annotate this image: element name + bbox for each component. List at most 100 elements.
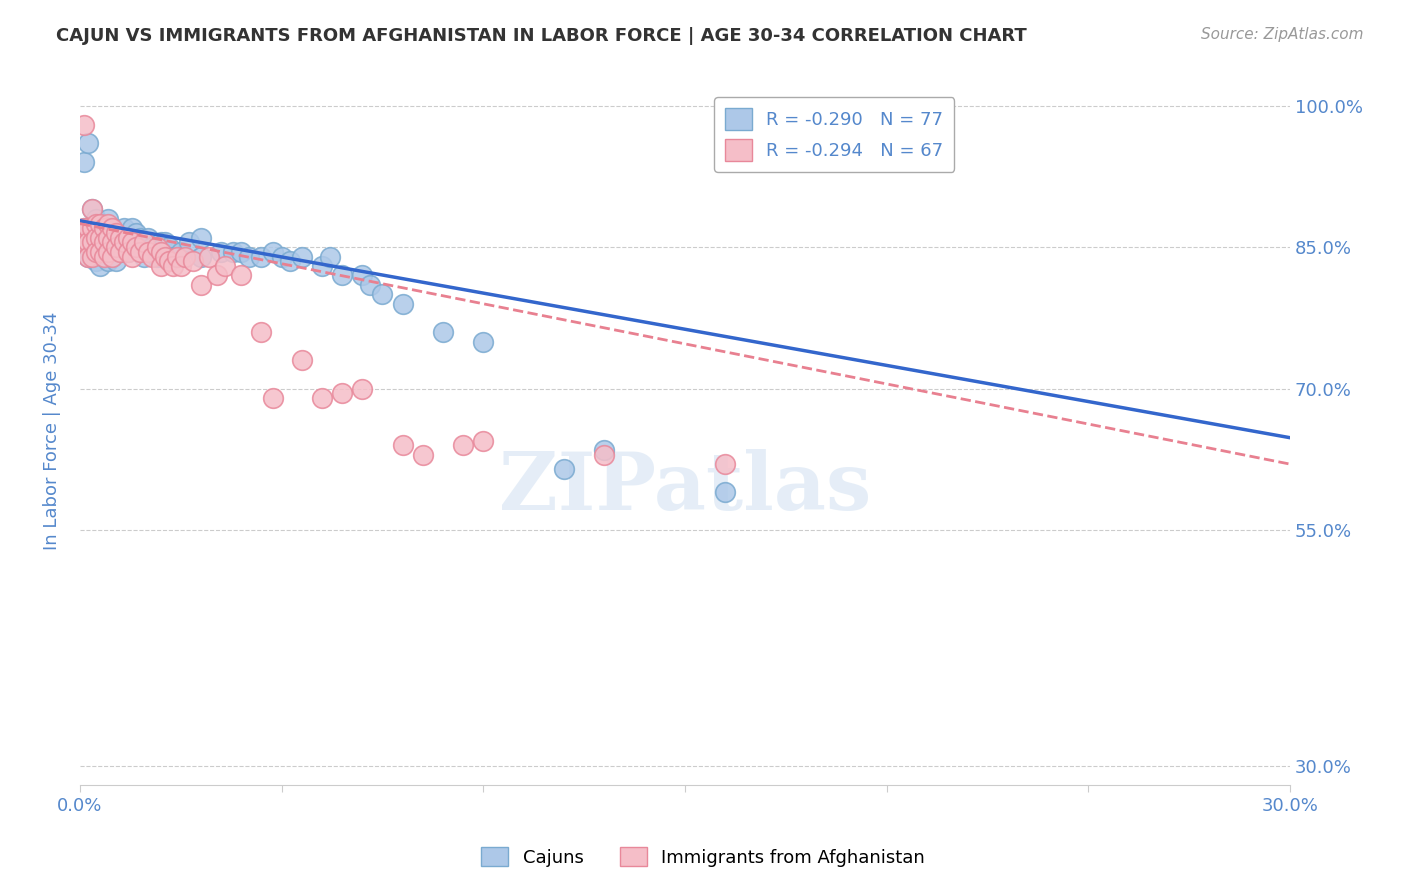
Point bbox=[263, 391, 285, 405]
Text: Source: ZipAtlas.com: Source: ZipAtlas.com bbox=[1201, 27, 1364, 42]
Point bbox=[153, 235, 176, 250]
Point bbox=[97, 254, 120, 268]
Point bbox=[97, 231, 120, 245]
Point bbox=[93, 250, 115, 264]
Point bbox=[250, 325, 273, 339]
Point bbox=[190, 277, 212, 292]
Point bbox=[231, 244, 253, 259]
Point bbox=[134, 235, 156, 250]
Point bbox=[89, 231, 111, 245]
Point bbox=[222, 244, 245, 259]
Text: ZIPatlas: ZIPatlas bbox=[499, 449, 872, 526]
Point bbox=[121, 235, 143, 250]
Point bbox=[121, 250, 143, 264]
Point bbox=[129, 231, 152, 245]
Point bbox=[101, 235, 124, 250]
Point bbox=[278, 254, 301, 268]
Text: CAJUN VS IMMIGRANTS FROM AFGHANISTAN IN LABOR FORCE | AGE 30-34 CORRELATION CHAR: CAJUN VS IMMIGRANTS FROM AFGHANISTAN IN … bbox=[56, 27, 1026, 45]
Point bbox=[80, 235, 103, 250]
Point bbox=[138, 244, 160, 259]
Point bbox=[412, 448, 434, 462]
Legend: Cajuns, Immigrants from Afghanistan: Cajuns, Immigrants from Afghanistan bbox=[474, 840, 932, 874]
Point bbox=[121, 235, 143, 250]
Point bbox=[391, 297, 413, 311]
Point bbox=[105, 240, 128, 254]
Point bbox=[472, 434, 495, 448]
Point bbox=[117, 244, 139, 259]
Point bbox=[77, 250, 100, 264]
Point bbox=[173, 250, 195, 264]
Point bbox=[77, 250, 100, 264]
Point bbox=[311, 391, 333, 405]
Point bbox=[89, 231, 111, 245]
Point bbox=[97, 217, 120, 231]
Point bbox=[73, 221, 96, 235]
Point bbox=[157, 240, 180, 254]
Point bbox=[141, 240, 163, 254]
Point bbox=[117, 244, 139, 259]
Point bbox=[432, 325, 454, 339]
Legend: R = -0.290   N = 77, R = -0.294   N = 67: R = -0.290 N = 77, R = -0.294 N = 67 bbox=[714, 97, 955, 172]
Point bbox=[84, 231, 107, 245]
Point bbox=[105, 240, 128, 254]
Point bbox=[371, 287, 394, 301]
Point bbox=[77, 235, 100, 250]
Point bbox=[153, 250, 176, 264]
Point bbox=[80, 202, 103, 217]
Point bbox=[231, 268, 253, 283]
Point bbox=[89, 217, 111, 231]
Point bbox=[101, 250, 124, 264]
Point bbox=[73, 221, 96, 235]
Point bbox=[129, 244, 152, 259]
Point bbox=[89, 244, 111, 259]
Point bbox=[190, 250, 212, 264]
Point bbox=[117, 231, 139, 245]
Point bbox=[73, 235, 96, 250]
Point bbox=[714, 457, 737, 471]
Point bbox=[359, 277, 381, 292]
Point bbox=[80, 235, 103, 250]
Point bbox=[77, 235, 100, 250]
Point bbox=[149, 244, 172, 259]
Point bbox=[121, 221, 143, 235]
Point bbox=[97, 211, 120, 226]
Point bbox=[108, 244, 131, 259]
Point bbox=[84, 226, 107, 240]
Point bbox=[129, 244, 152, 259]
Point bbox=[451, 438, 474, 452]
Point bbox=[134, 235, 156, 250]
Point bbox=[593, 448, 616, 462]
Point bbox=[101, 221, 124, 235]
Point bbox=[270, 250, 292, 264]
Point bbox=[149, 235, 172, 250]
Point bbox=[97, 226, 120, 240]
Point bbox=[125, 226, 148, 240]
Point bbox=[112, 235, 135, 250]
Point bbox=[101, 221, 124, 235]
Point bbox=[89, 244, 111, 259]
Point bbox=[93, 235, 115, 250]
Point bbox=[391, 438, 413, 452]
Point bbox=[112, 221, 135, 235]
Point bbox=[108, 231, 131, 245]
Point bbox=[117, 231, 139, 245]
Point bbox=[198, 250, 221, 264]
Point bbox=[77, 221, 100, 235]
Point bbox=[105, 226, 128, 240]
Point bbox=[89, 259, 111, 273]
Point bbox=[73, 235, 96, 250]
Point bbox=[93, 221, 115, 235]
Point bbox=[97, 240, 120, 254]
Point bbox=[238, 250, 260, 264]
Point bbox=[553, 462, 575, 476]
Point bbox=[170, 244, 193, 259]
Point bbox=[190, 231, 212, 245]
Point bbox=[80, 221, 103, 235]
Point bbox=[162, 259, 184, 273]
Point bbox=[177, 235, 200, 250]
Point bbox=[97, 244, 120, 259]
Point bbox=[145, 240, 167, 254]
Point bbox=[105, 226, 128, 240]
Point bbox=[319, 250, 342, 264]
Point bbox=[170, 259, 193, 273]
